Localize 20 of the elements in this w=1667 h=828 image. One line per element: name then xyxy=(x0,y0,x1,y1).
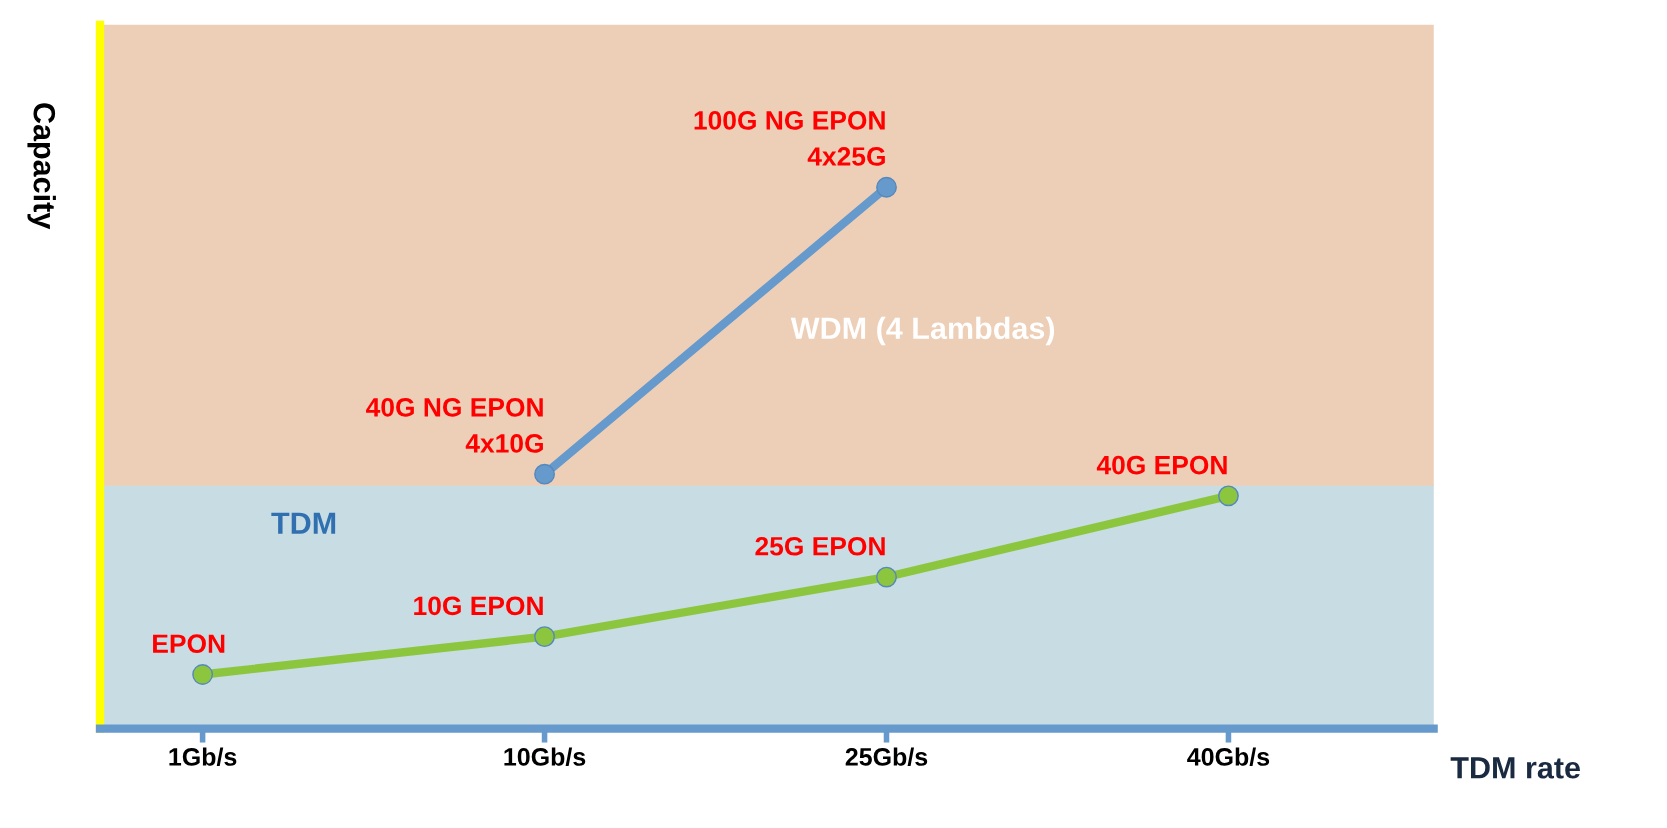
x-tick-label: 25Gb/s xyxy=(845,747,928,767)
point xyxy=(876,176,897,198)
point xyxy=(1218,485,1239,507)
annotation: EPON xyxy=(153,634,225,654)
y-axis-title: Capacity xyxy=(27,103,56,230)
annotation: 10G EPON xyxy=(414,596,543,616)
point xyxy=(192,664,214,685)
point xyxy=(876,566,897,588)
annotation: 25G EPON xyxy=(755,536,885,556)
point xyxy=(534,626,555,648)
band-label: TDM xyxy=(271,512,336,534)
point xyxy=(534,463,555,485)
annotation: 100G NG EPON 4x25G xyxy=(694,111,885,166)
band-label: WDM (4 Lambdas) xyxy=(790,316,1055,346)
annotation: 40G NG EPON 4x10G xyxy=(366,397,543,453)
x-axis-title: TDM rate xyxy=(1450,757,1580,779)
annotation: 40G EPON xyxy=(1096,455,1227,475)
x-tick-label: 10Gb/s xyxy=(504,747,586,767)
x-tick-label: 40Gb/s xyxy=(1187,747,1270,767)
x-tick-label: 1Gb/s xyxy=(169,747,237,767)
